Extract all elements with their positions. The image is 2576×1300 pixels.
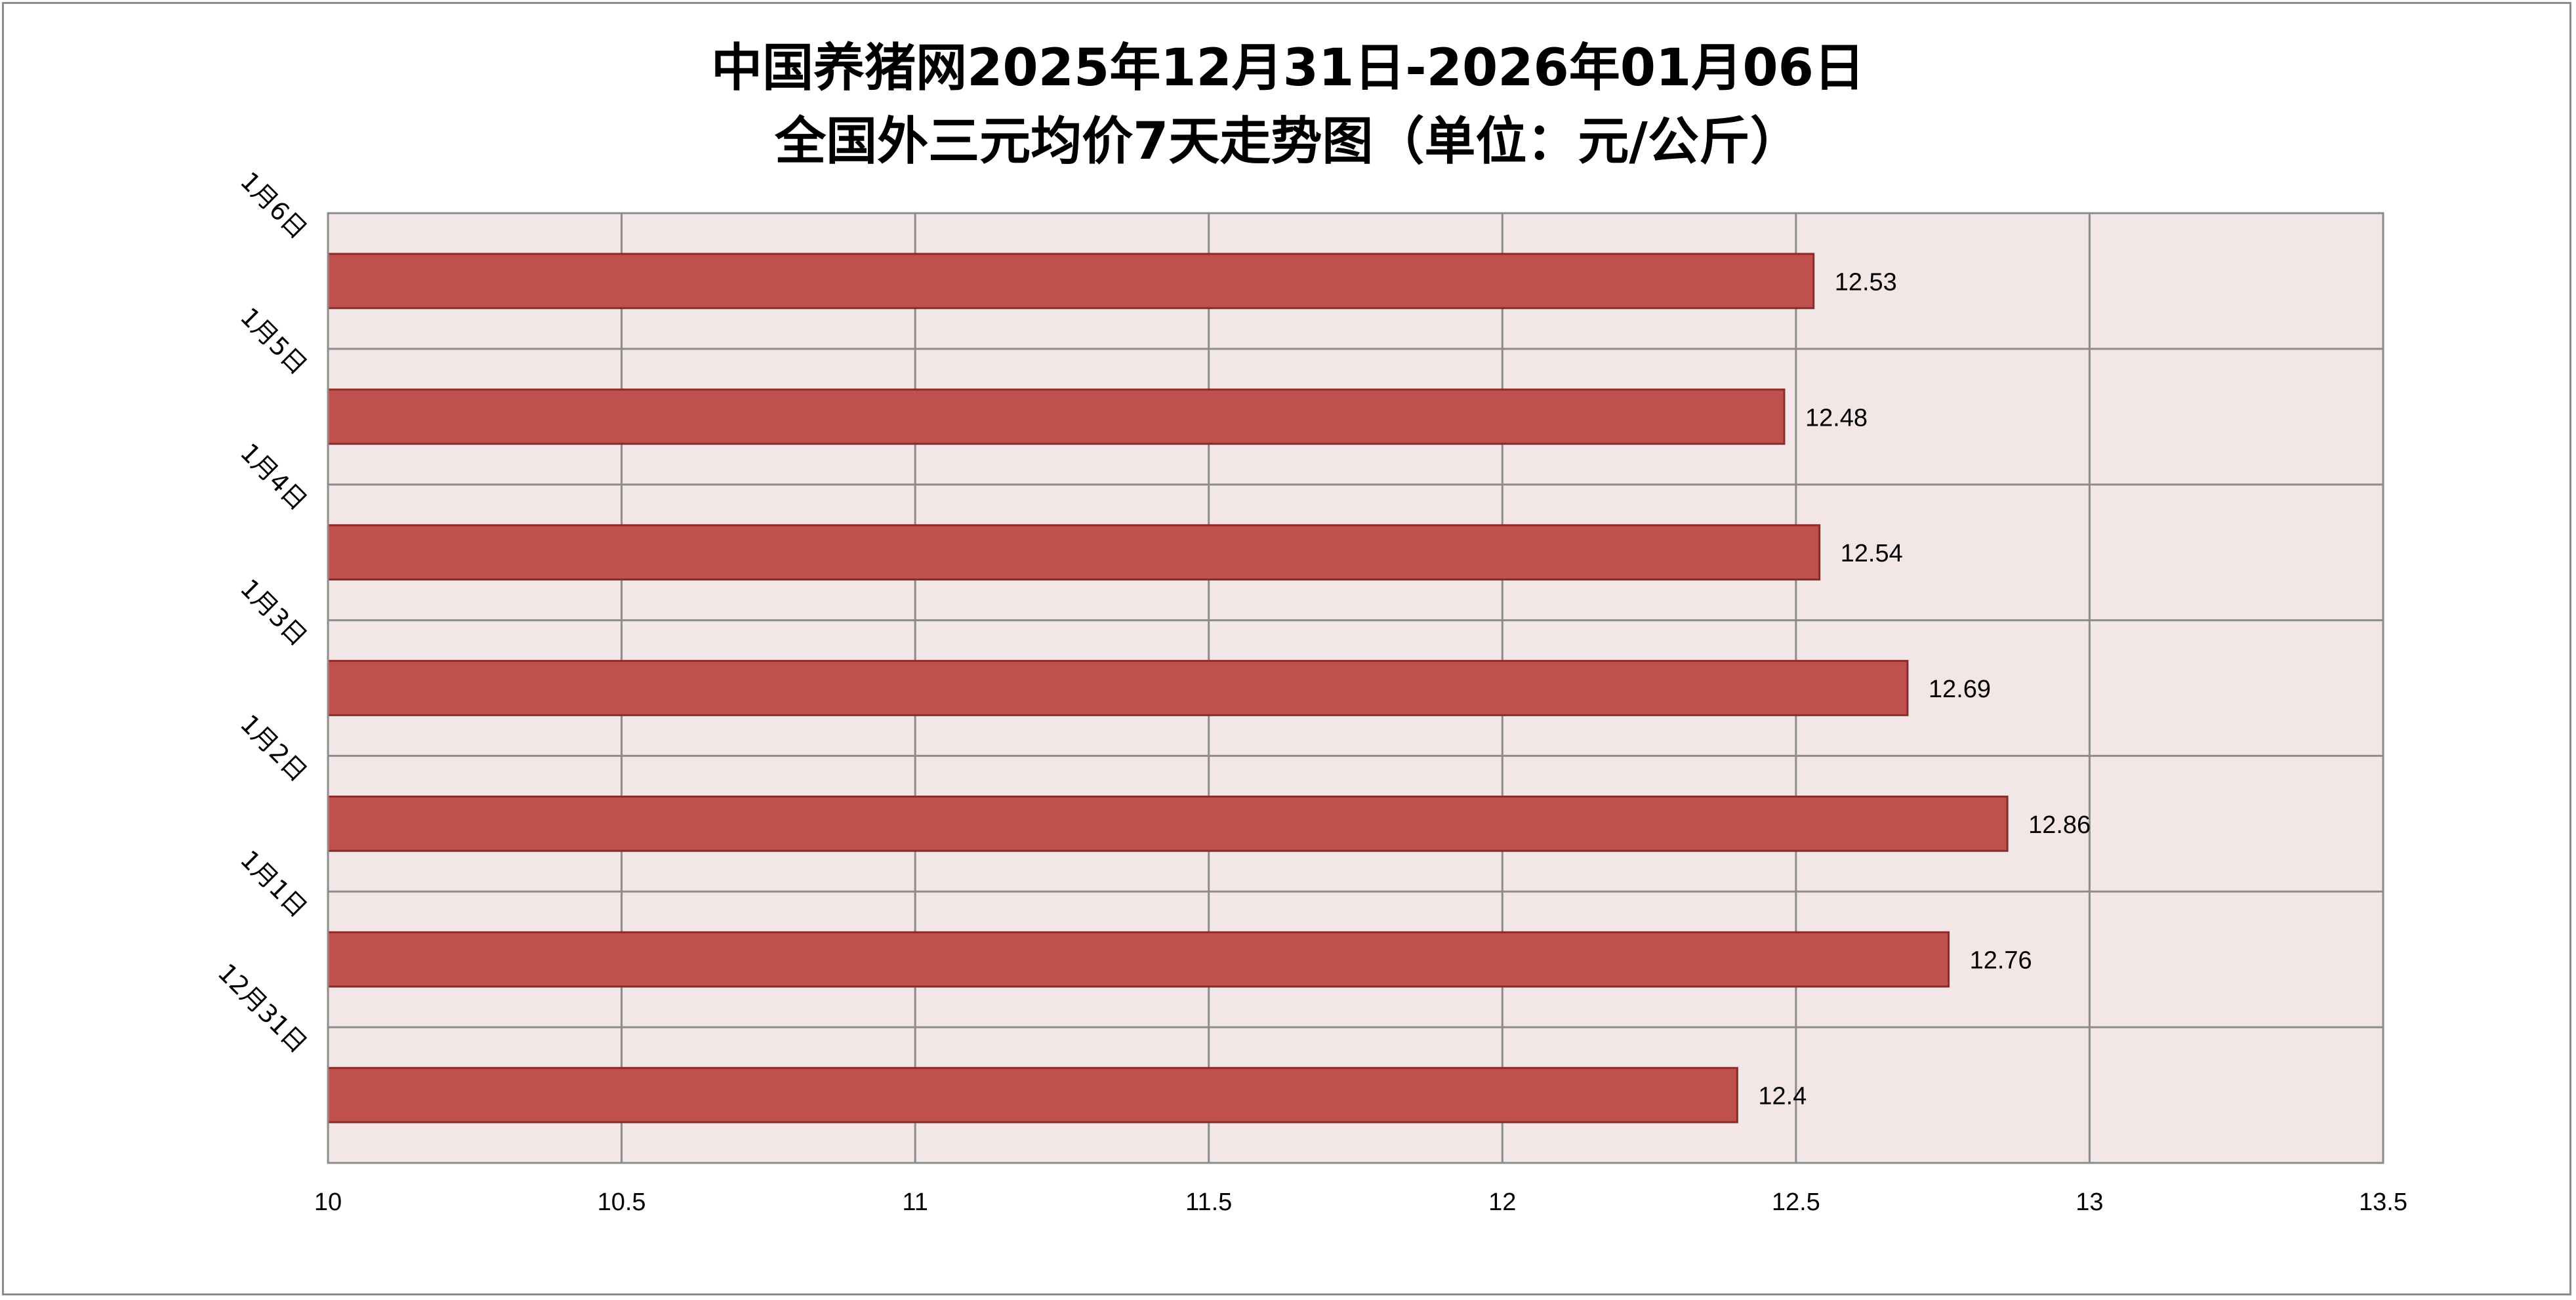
category-label: 1月4日 [235,437,313,516]
bar [327,660,1909,716]
data-label: 12.86 [2028,811,2091,839]
x-tick-label: 13.5 [2359,1188,2407,1216]
data-label: 12.54 [1841,540,1903,567]
bar [327,931,1950,988]
category-label: 1月2日 [235,709,313,787]
data-label: 12.4 [1758,1083,1807,1110]
bar [327,795,2009,852]
x-tick-label: 12 [1488,1188,1516,1216]
category-label: 1月5日 [235,302,313,380]
category-label: 12月31日 [213,958,313,1059]
data-labels: 12.4 12.76 12.86 12.69 12.54 12.48 12.53 [1758,268,2091,1110]
x-tick-label: 11 [902,1188,928,1216]
x-axis-ticks: 10 10.5 11 11.5 12 12.5 13 13.5 [314,1188,2407,1216]
data-label: 12.76 [1970,947,2032,975]
x-tick-label: 12.5 [1772,1188,1820,1216]
chart-title: 中国养猪网2025年12月31日-2026年01月06日 全国外三元均价7天走势… [0,31,2576,178]
bar [327,524,1821,581]
bars [327,253,2009,1124]
bar [327,1066,1738,1124]
category-label: 1月3日 [235,573,313,651]
x-tick-label: 10 [314,1188,342,1216]
data-label: 12.53 [1835,268,1897,296]
y-axis-categories: 12月31日 1月1日 1月2日 1月3日 1月4日 1月5日 1月6日 [213,167,313,1059]
chart-title-line-2: 全国外三元均价7天走势图（单位：元/公斤） [775,112,1801,171]
x-tick-label: 11.5 [1185,1188,1232,1216]
plot-border [327,212,2384,1164]
category-label: 1月6日 [235,167,313,245]
chart-title-line-1: 中国养猪网2025年12月31日-2026年01月06日 [711,39,1865,98]
bar [327,253,1815,310]
data-label: 12.69 [1929,676,1991,703]
x-tick-label: 13 [2075,1188,2103,1216]
bar [327,388,1786,445]
data-label: 12.48 [1805,404,1868,432]
category-label: 1月1日 [235,845,313,923]
x-tick-label: 10.5 [598,1188,646,1216]
